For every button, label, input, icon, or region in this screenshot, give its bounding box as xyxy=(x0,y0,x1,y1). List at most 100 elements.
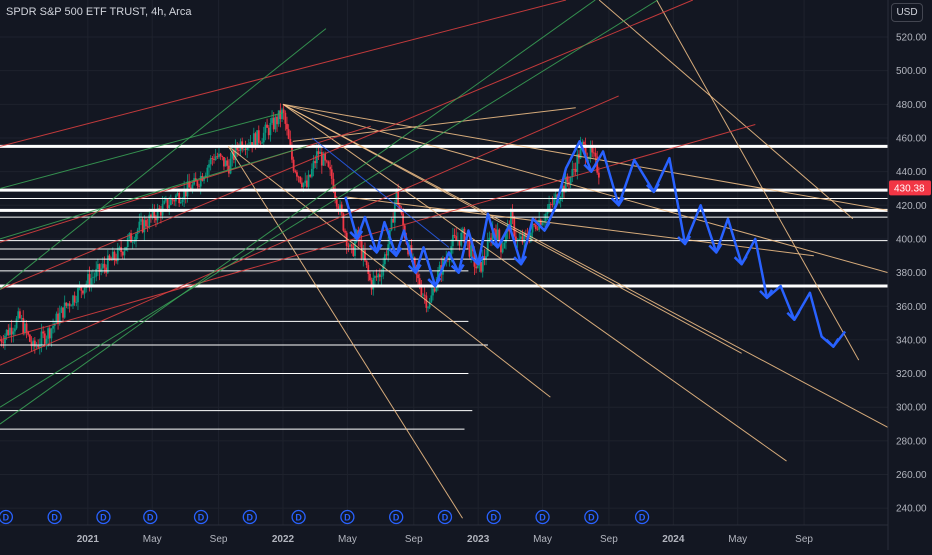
candle-body xyxy=(148,214,151,227)
candle-body xyxy=(201,175,204,181)
candle-body xyxy=(73,295,76,303)
dividend-marker-label: D xyxy=(393,513,400,523)
trend-line xyxy=(0,0,694,290)
x-tick-label: 2023 xyxy=(467,534,490,545)
x-axis: 2021 May Sep 2022 May Sep 2023 May Sep 2024 May Sep xyxy=(0,524,888,545)
dividend-marker-label: D xyxy=(588,513,595,523)
candle-body xyxy=(23,323,26,334)
projection-arrowhead xyxy=(450,263,465,274)
candle-body xyxy=(48,328,51,339)
y-axis: 240.00 260.00 280.00 300.00 320.00 340.00 360.… xyxy=(887,0,927,550)
candle-body xyxy=(519,236,522,239)
projection-arrowhead xyxy=(349,230,364,241)
candle-body xyxy=(121,251,124,256)
candle-body xyxy=(576,153,579,172)
candle-body xyxy=(310,168,313,177)
trend-line xyxy=(598,0,854,220)
candle-body xyxy=(378,274,381,277)
candle-body xyxy=(393,202,396,223)
candle-body xyxy=(67,303,69,306)
candle-body xyxy=(160,209,162,216)
candle-body xyxy=(327,161,330,167)
y-tick-label: 440.00 xyxy=(896,167,927,178)
dividend-marker-label: D xyxy=(3,513,10,523)
trend-line xyxy=(0,0,658,408)
dividend-marker-label: D xyxy=(539,513,546,523)
candle-body xyxy=(536,229,539,230)
candle-body xyxy=(521,236,524,243)
candle-body xyxy=(296,172,298,177)
candle-body xyxy=(223,157,225,167)
candle-body xyxy=(266,124,268,128)
candle-body xyxy=(206,167,209,176)
candle-body xyxy=(105,267,108,273)
candle-body xyxy=(448,257,451,260)
dividend-marker xyxy=(634,509,650,525)
trend-line xyxy=(282,103,787,462)
candle-body xyxy=(320,152,323,166)
dividend-marker-label: D xyxy=(491,513,498,523)
chart-title: SPDR S&P 500 ETF TRUST, 4h, Arca xyxy=(6,6,192,18)
candle-body xyxy=(22,317,25,334)
dividend-marker-label: D xyxy=(51,513,58,523)
candle-body xyxy=(294,170,297,173)
candle-body xyxy=(463,228,466,243)
x-tick-label: Sep xyxy=(600,534,618,545)
trend-line xyxy=(0,124,756,341)
candle-body xyxy=(397,188,400,206)
candle-body xyxy=(91,277,94,279)
candle-body xyxy=(571,168,574,177)
candle-body xyxy=(203,177,205,181)
candle-body xyxy=(433,288,436,292)
projection-arrowhead xyxy=(427,277,442,288)
dividend-marker xyxy=(193,509,209,525)
y-tick-label: 260.00 xyxy=(896,470,927,481)
candle-body xyxy=(387,244,390,256)
candle-body xyxy=(534,224,537,230)
candle-body xyxy=(249,142,252,146)
candle-body xyxy=(569,176,572,185)
candle-body xyxy=(581,141,584,145)
candle-body xyxy=(500,241,502,253)
candle-body xyxy=(179,202,182,204)
candle-body xyxy=(143,220,146,233)
candle-body xyxy=(369,273,371,281)
currency-button[interactable]: USD xyxy=(891,3,923,22)
candle-body xyxy=(28,334,31,342)
candle-body xyxy=(584,144,587,158)
projection-arrowhead xyxy=(470,255,485,266)
candle-body xyxy=(141,219,144,233)
candle-body xyxy=(573,168,575,170)
projection-arrowhead xyxy=(610,196,625,207)
candle-body xyxy=(108,255,111,260)
candle-body xyxy=(420,287,423,296)
candle-body xyxy=(539,219,542,226)
dividend-marker-label: D xyxy=(344,513,351,523)
candle-body xyxy=(362,250,365,259)
candle-body xyxy=(68,303,71,306)
candle-body xyxy=(460,232,463,246)
candle-body xyxy=(242,148,245,150)
candle-body xyxy=(17,311,20,319)
candle-body xyxy=(453,234,456,237)
candle-body xyxy=(276,116,278,125)
candle-body xyxy=(422,294,424,296)
candle-body xyxy=(204,175,207,178)
candle-body xyxy=(168,205,171,209)
candle-body xyxy=(377,274,380,278)
candle-body xyxy=(564,176,567,193)
candle-body xyxy=(417,274,419,279)
candle-body xyxy=(546,210,549,215)
candle-body xyxy=(27,331,30,335)
candle-body xyxy=(191,184,194,191)
dividend-marker-label: D xyxy=(147,513,154,523)
y-tick-label: 500.00 xyxy=(896,66,927,77)
candle-body xyxy=(430,295,433,303)
candle-body xyxy=(57,313,59,324)
candle-body xyxy=(47,328,50,339)
candle-body xyxy=(14,328,16,332)
dividend-marker xyxy=(340,509,355,525)
candle-body xyxy=(335,197,338,207)
